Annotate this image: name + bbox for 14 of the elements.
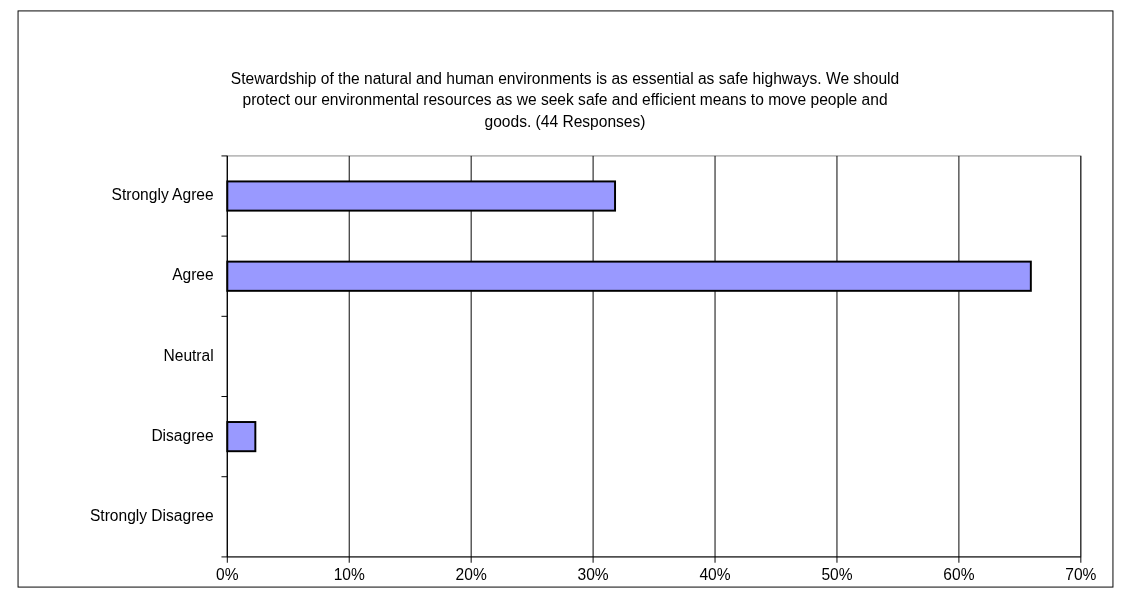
y-tick-label: Agree <box>172 266 214 284</box>
x-tick-label: 60% <box>943 566 975 584</box>
x-tick-label: 50% <box>821 566 853 584</box>
x-tick-label: 20% <box>455 566 487 584</box>
x-tick-label: 0% <box>216 566 239 584</box>
chart-title: Stewardship of the natural and human environments is as essential as safe highways. We should protect our environmental resources as we seek safe and efficient means to move people and goods. (44 Responses) <box>230 69 900 130</box>
x-tick-label: 70% <box>1065 566 1097 584</box>
x-tick-label: 10% <box>333 566 365 584</box>
y-tick-label: Disagree <box>151 426 214 444</box>
y-tick-label: Strongly Disagree <box>89 506 214 524</box>
y-tick-label: Neutral <box>163 346 214 364</box>
y-tick-label: Strongly Agree <box>111 186 214 204</box>
x-tick-label: 40% <box>699 566 731 584</box>
x-tick-label: 30% <box>577 566 609 584</box>
